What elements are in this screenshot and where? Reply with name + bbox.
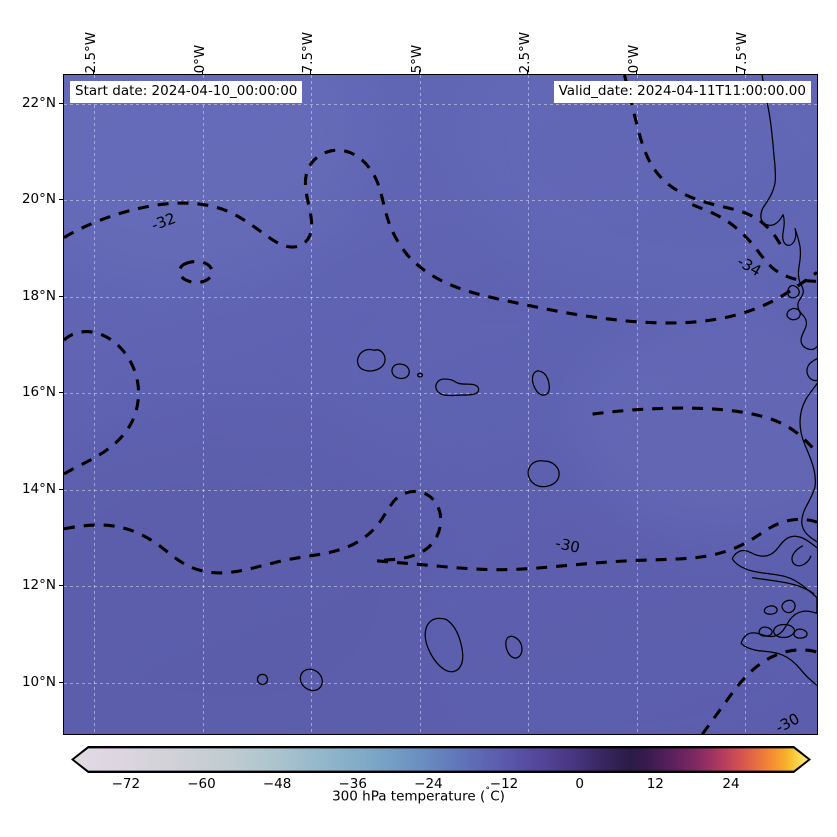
coastline-layer — [256, 75, 817, 692]
colorbar-tick-label: −24 — [414, 776, 443, 792]
y-tick-label: 10°N — [21, 673, 56, 690]
contour-layer — [64, 75, 817, 734]
x-tick-mark — [201, 70, 203, 74]
colorbar-tick-label: −48 — [262, 776, 292, 792]
map-vector-overlay: -32 -34 -30 -30 — [64, 75, 817, 734]
contour-label-layer: -32 -34 -30 -30 — [149, 209, 803, 734]
contour-minus-30-main — [64, 490, 817, 575]
island-brava — [256, 673, 269, 685]
gridline-vertical — [94, 75, 96, 734]
colorbar-tick-label: −72 — [111, 776, 141, 792]
map-plot-area[interactable]: -32 -34 -30 -30 Start date: 2024-04-10_0… — [63, 74, 818, 735]
gridline-vertical — [528, 75, 530, 734]
coastline-gambia — [752, 577, 815, 595]
colorbar-label-suffix: C) — [490, 788, 505, 805]
degree-symbol-icon: ˚ — [485, 787, 491, 798]
island-sao-vicente — [391, 363, 410, 380]
contour-minus-34-upper — [622, 75, 785, 250]
gridline-horizontal — [64, 489, 817, 491]
y-tick-mark — [59, 199, 63, 201]
colorbar-swatch — [71, 746, 811, 773]
gridline-horizontal — [64, 103, 817, 105]
temperature-field-patch — [64, 417, 441, 734]
gridline-horizontal — [64, 682, 817, 684]
island-santa-luzia — [417, 372, 424, 378]
x-tick-mark — [93, 70, 95, 74]
gridline-vertical — [311, 75, 313, 734]
island-bijagos-5 — [793, 628, 808, 639]
contour-label: -30 — [554, 534, 582, 557]
y-tick-mark — [59, 295, 63, 297]
y-tick-mark — [59, 681, 63, 683]
island-sao-nicolau — [435, 378, 480, 397]
gridline-vertical — [202, 75, 204, 734]
contour-label: -34 — [734, 252, 764, 280]
island-maio — [505, 635, 523, 659]
x-tick-mark — [418, 70, 420, 74]
colorbar-gradient — [71, 746, 811, 773]
island-sal — [531, 370, 550, 396]
x-tick-mark — [635, 70, 637, 74]
y-tick-mark — [59, 488, 63, 490]
x-tick-mark — [744, 70, 746, 74]
contour-label: -32 — [149, 209, 178, 234]
island-bijagos-1 — [763, 605, 778, 615]
island-bijagos-3 — [758, 626, 773, 637]
y-tick-label: 14°N — [21, 480, 56, 497]
colorbar[interactable]: −72 −60 −48 −36 −24 −12 0 12 24 — [71, 746, 811, 792]
island-bijagos-2 — [781, 599, 796, 614]
contour-minus-30-west-loop — [64, 330, 141, 476]
x-tick-mark — [527, 70, 529, 74]
colorbar-tick-label: −36 — [338, 776, 368, 792]
coastline-cap-vert — [791, 545, 812, 567]
colorbar-axis-label: 300 hPa temperature (˚C) — [0, 787, 837, 805]
contour-minus-32-loop — [178, 259, 214, 284]
gridline-horizontal — [64, 200, 817, 202]
island-santiago — [424, 617, 464, 673]
y-tick-label: 22°N — [21, 94, 56, 111]
colorbar-tick-label: −60 — [187, 776, 216, 792]
colorbar-tick-label: 24 — [722, 776, 740, 792]
contour-minus-30-southeast — [701, 648, 817, 734]
start-date-annotation: Start date: 2024-04-10_00:00:00 — [70, 81, 303, 103]
island-bijagos-4 — [773, 623, 796, 639]
gridline-horizontal — [64, 586, 817, 588]
contour-minus-34-east — [691, 203, 817, 283]
y-tick-label: 18°N — [21, 287, 56, 304]
contour-minus-34-coast — [592, 406, 817, 454]
valid-date-annotation: Valid_date: 2024-04-11T11:00:00.00 — [553, 81, 811, 103]
colorbar-tick-label: 12 — [646, 776, 664, 792]
y-tick-label: 20°N — [21, 191, 56, 208]
colorbar-tick-label: −12 — [489, 776, 519, 792]
colorbar-label-prefix: 300 hPa temperature ( — [332, 788, 486, 805]
y-tick-mark — [59, 585, 63, 587]
y-tick-mark — [59, 102, 63, 104]
coastline-west-africa — [731, 75, 817, 686]
colorbar-tick-label: 0 — [575, 776, 584, 792]
contour-label: -30 — [772, 709, 802, 734]
gridline-vertical — [419, 75, 421, 734]
y-tick-label: 16°N — [21, 384, 56, 401]
y-tick-label: 12°N — [21, 577, 56, 594]
gridline-vertical — [636, 75, 638, 734]
island-tidra — [786, 307, 801, 321]
island-boa-vista — [527, 460, 560, 488]
x-tick-mark — [310, 70, 312, 74]
gridline-horizontal — [64, 296, 817, 298]
gridline-vertical — [745, 75, 747, 734]
temperature-field-patch — [576, 312, 817, 537]
y-tick-mark — [59, 392, 63, 394]
island-santo-antao — [356, 348, 386, 372]
island-fogo — [299, 668, 323, 692]
contour-minus-32 — [64, 148, 817, 325]
